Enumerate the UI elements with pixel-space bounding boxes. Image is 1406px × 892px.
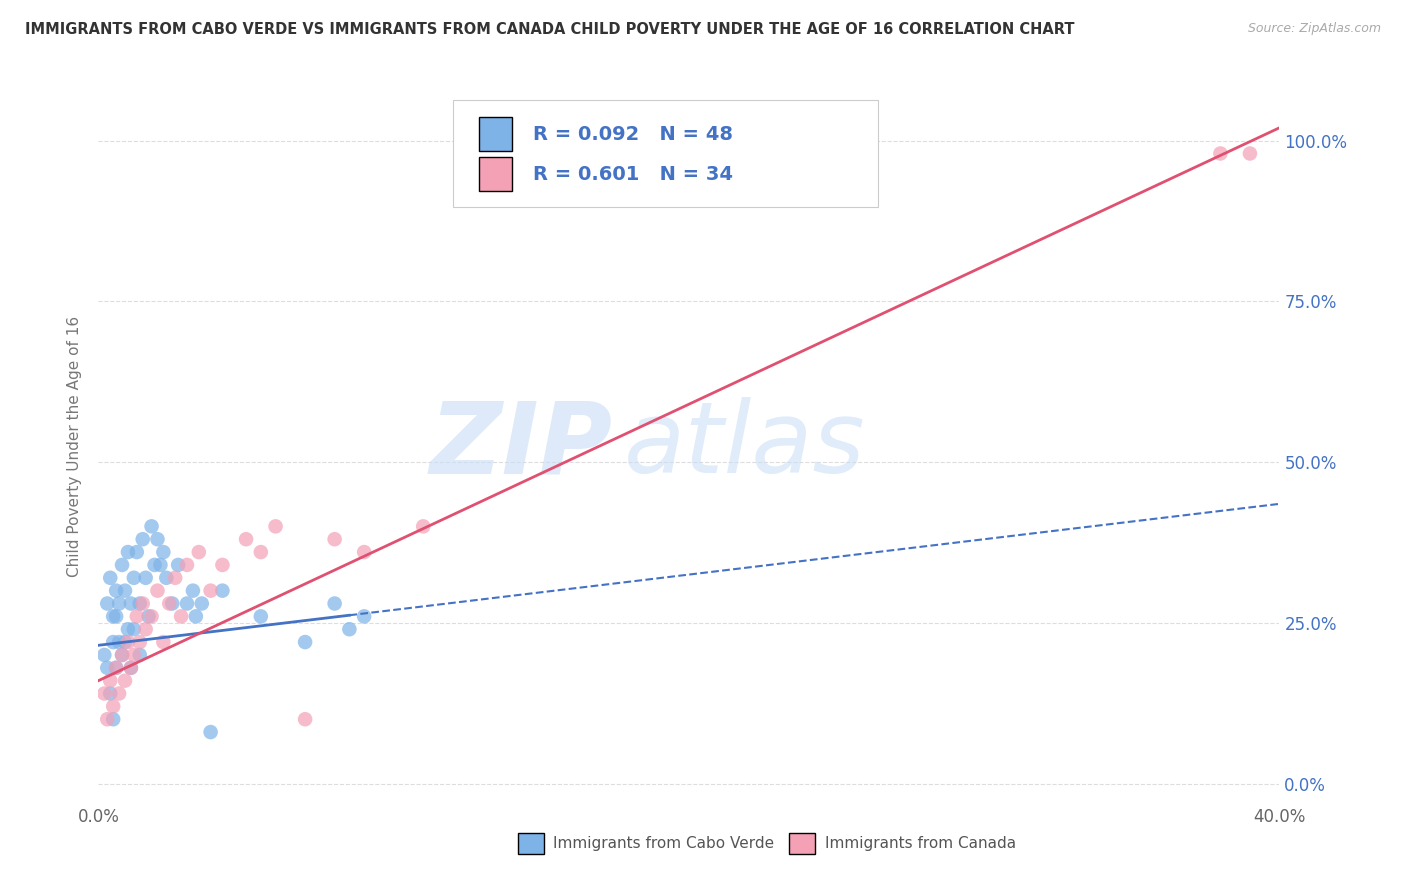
Point [152, 545, 174, 559]
Point [98, 686, 121, 700]
Point [184, 609, 207, 624]
Point [157, 597, 180, 611]
Point [105, 661, 128, 675]
Point [339, 622, 361, 636]
Point [211, 583, 233, 598]
Point [200, 583, 222, 598]
Point [103, 635, 125, 649]
Point [105, 583, 128, 598]
Point [111, 558, 134, 572]
Text: Immigrants from Cabo Verde: Immigrants from Cabo Verde [553, 836, 775, 851]
Point [120, 661, 142, 675]
Point [135, 571, 157, 585]
Point [294, 635, 316, 649]
Point [103, 609, 125, 624]
Point [141, 519, 163, 533]
Point [108, 597, 131, 611]
Point [96, 661, 118, 675]
Point [294, 712, 316, 726]
Text: R = 0.092   N = 48: R = 0.092 N = 48 [533, 125, 733, 144]
Point [149, 558, 172, 572]
Point [211, 558, 233, 572]
Text: Immigrants from Canada: Immigrants from Canada [825, 836, 1017, 851]
FancyBboxPatch shape [453, 100, 877, 207]
Point [323, 533, 346, 547]
Point [187, 545, 209, 559]
Text: IMMIGRANTS FROM CABO VERDE VS IMMIGRANTS FROM CANADA CHILD POVERTY UNDER THE AGE: IMMIGRANTS FROM CABO VERDE VS IMMIGRANTS… [25, 22, 1074, 37]
Point [155, 571, 177, 585]
Point [117, 545, 139, 559]
Point [128, 597, 150, 611]
Point [125, 609, 148, 624]
FancyBboxPatch shape [478, 157, 512, 191]
Point [114, 673, 136, 688]
Point [135, 622, 157, 636]
Point [98, 673, 121, 688]
Point [1239, 146, 1261, 161]
Point [125, 545, 148, 559]
Point [114, 635, 136, 649]
Point [105, 609, 128, 624]
Point [176, 558, 198, 572]
Point [132, 597, 155, 611]
Point [111, 648, 134, 662]
Point [323, 597, 346, 611]
Text: atlas: atlas [624, 398, 866, 494]
Point [120, 597, 142, 611]
Point [93, 648, 115, 662]
Point [132, 533, 155, 547]
Point [264, 519, 287, 533]
FancyBboxPatch shape [789, 833, 815, 855]
Point [128, 635, 150, 649]
Point [120, 661, 142, 675]
Point [353, 545, 375, 559]
Point [122, 648, 145, 662]
Point [353, 609, 375, 624]
Point [162, 597, 183, 611]
Point [108, 686, 131, 700]
Point [141, 609, 163, 624]
FancyBboxPatch shape [478, 117, 512, 152]
Point [176, 597, 198, 611]
Point [122, 622, 145, 636]
Text: R = 0.601   N = 34: R = 0.601 N = 34 [533, 165, 733, 184]
Point [96, 712, 118, 726]
Point [117, 622, 139, 636]
Point [96, 597, 118, 611]
Point [1209, 146, 1232, 161]
Point [103, 699, 125, 714]
Point [170, 609, 193, 624]
Point [114, 583, 136, 598]
Point [412, 519, 434, 533]
Point [146, 533, 169, 547]
Point [111, 648, 134, 662]
Text: ZIP: ZIP [429, 398, 612, 494]
Point [128, 648, 150, 662]
Point [117, 635, 139, 649]
Text: Source: ZipAtlas.com: Source: ZipAtlas.com [1247, 22, 1381, 36]
Point [165, 571, 187, 585]
Point [191, 597, 214, 611]
Point [143, 558, 166, 572]
Point [105, 661, 128, 675]
Point [122, 571, 145, 585]
Point [108, 635, 131, 649]
Point [200, 725, 222, 739]
Point [138, 609, 160, 624]
Point [250, 609, 273, 624]
Point [93, 686, 115, 700]
FancyBboxPatch shape [517, 833, 544, 855]
Point [181, 583, 204, 598]
Point [152, 635, 174, 649]
Point [250, 545, 273, 559]
Point [167, 558, 190, 572]
Point [146, 583, 169, 598]
Point [98, 571, 121, 585]
Point [103, 712, 125, 726]
Point [235, 533, 257, 547]
Y-axis label: Child Poverty Under the Age of 16: Child Poverty Under the Age of 16 [66, 316, 82, 576]
